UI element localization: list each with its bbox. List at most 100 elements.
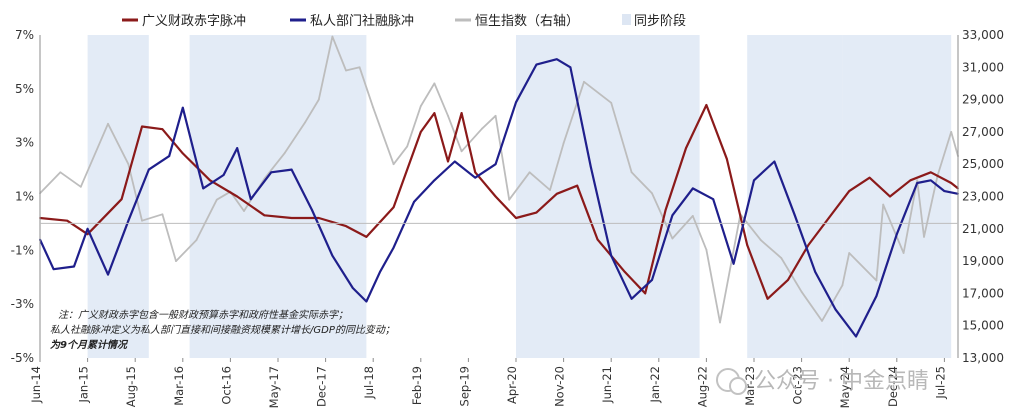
fiscal-point-31 <box>725 157 728 160</box>
hsi-point-30 <box>549 189 551 191</box>
private-point-22 <box>433 179 436 182</box>
private-point-44 <box>875 295 878 297</box>
private-point-45 <box>895 233 898 236</box>
hsi-point-14 <box>304 121 307 124</box>
sync-bands <box>87 35 952 358</box>
fiscal-point-13 <box>365 235 368 238</box>
hsi-point-48 <box>882 203 885 206</box>
fiscal-point-26 <box>623 270 626 273</box>
x-tick-13: Jan-22 <box>648 366 662 404</box>
fiscal-point-23 <box>555 192 558 195</box>
y-tick-right-1: 31,000 <box>962 60 1004 74</box>
series-lines <box>39 35 959 338</box>
private-point-3 <box>86 227 89 230</box>
fiscal-point-9 <box>263 214 266 217</box>
hsi-point-50 <box>916 179 919 182</box>
hsi-point-26 <box>481 127 483 130</box>
fiscal-point-30 <box>705 104 708 106</box>
fiscal-point-10 <box>290 217 293 219</box>
hsi-point-5 <box>141 219 143 222</box>
fiscal-point-19 <box>474 171 477 174</box>
fiscal-point-39 <box>889 195 891 198</box>
hsi-point-18 <box>358 66 361 69</box>
private-point-2 <box>73 265 75 268</box>
x-tick-8: Feb-19 <box>410 366 424 405</box>
private-point-47 <box>929 179 932 182</box>
private-point-23 <box>453 160 456 163</box>
chart-notes: 注：广义财政赤字包含一般财政预算赤字和政府性基金实际赤字； 私人社融脉冲定义为私… <box>50 309 395 351</box>
fiscal-point-2 <box>86 233 89 236</box>
fiscal-point-16 <box>433 112 436 114</box>
hsi-point-34 <box>630 171 633 174</box>
hsi-point-28 <box>508 198 511 201</box>
hsi-point-9 <box>215 198 218 201</box>
hsi-point-4 <box>127 163 130 166</box>
y-tick-right-6: 21,000 <box>962 222 1004 236</box>
fiscal-point-5 <box>161 128 164 131</box>
x-tick-7: Jul-18 <box>362 366 376 400</box>
note-line-3: 为9个月累计情况 <box>50 339 129 351</box>
sync-band-2 <box>189 35 367 358</box>
private-point-15 <box>311 209 313 211</box>
fiscal-point-33 <box>766 297 769 300</box>
sync-band-3 <box>516 35 700 358</box>
fiscal-point-40 <box>909 179 912 182</box>
x-tick-3: Mar-16 <box>172 366 186 406</box>
y-tick-right-5: 23,000 <box>962 190 1004 204</box>
x-tick-1: Jan-15 <box>77 366 91 404</box>
fiscal-point-20 <box>494 195 497 198</box>
hsi-point-49 <box>902 252 905 254</box>
fiscal-point-38 <box>868 176 871 179</box>
hsi-point-25 <box>460 150 463 153</box>
y-tick-right-8: 17,000 <box>962 286 1004 300</box>
hsi-point-36 <box>671 237 674 240</box>
hsi-point-43 <box>800 290 803 293</box>
fiscal-point-7 <box>209 179 211 182</box>
fiscal-point-12 <box>345 225 347 228</box>
y-tick-left-4: -1% <box>11 243 34 257</box>
private-point-31 <box>610 254 613 257</box>
x-tick-16: Oct-23 <box>791 366 805 405</box>
hsi-point-45 <box>841 284 844 287</box>
hsi-point-38 <box>705 248 708 251</box>
hsi-point-41 <box>759 239 762 242</box>
fiscal-line <box>39 103 959 300</box>
fiscal-point-29 <box>685 147 687 149</box>
fiscal-point-24 <box>576 184 579 187</box>
sync-band-4 <box>747 35 843 358</box>
fiscal-point-17 <box>447 160 449 163</box>
axes: 7% 5% 3% 1% -1% -3% -5% 33,000 31,000 29,000 27,00… <box>11 28 1004 408</box>
legend-private-label: 私人部门社融脉冲 <box>310 13 414 29</box>
private-point-36 <box>712 198 715 201</box>
private-point-5 <box>127 219 130 222</box>
private-point-41 <box>814 270 817 273</box>
fiscal-point-1 <box>66 219 69 222</box>
x-tick-0: Jun-14 <box>29 366 43 404</box>
fiscal-point-11 <box>317 217 320 219</box>
y-tick-right-3: 27,000 <box>962 125 1004 139</box>
private-point-8 <box>181 106 184 109</box>
private-point-18 <box>365 300 368 303</box>
private-point-4 <box>107 273 109 276</box>
legend-sync-swatch <box>622 14 631 25</box>
sync-band-5 <box>842 35 952 358</box>
private-point-1 <box>52 268 55 271</box>
fiscal-point-37 <box>848 190 851 193</box>
y-tick-left-0: 7% <box>15 28 34 42</box>
private-point-11 <box>236 147 239 149</box>
x-tick-14: Aug-22 <box>695 366 709 407</box>
hsi-point-13 <box>283 151 286 154</box>
hsi-point-35 <box>651 192 653 195</box>
x-tick-18: Dec-24 <box>886 366 900 407</box>
private-point-7 <box>168 155 171 158</box>
private-point-30 <box>589 165 592 168</box>
hsi-point-31 <box>562 142 565 145</box>
private-point-19 <box>379 270 381 273</box>
fiscal-point-42 <box>950 182 953 184</box>
x-tick-10: Apr-20 <box>505 366 519 404</box>
y-tick-left-5: -3% <box>11 297 34 311</box>
hsi-point-16 <box>331 35 334 38</box>
hsi-point-33 <box>610 101 613 104</box>
